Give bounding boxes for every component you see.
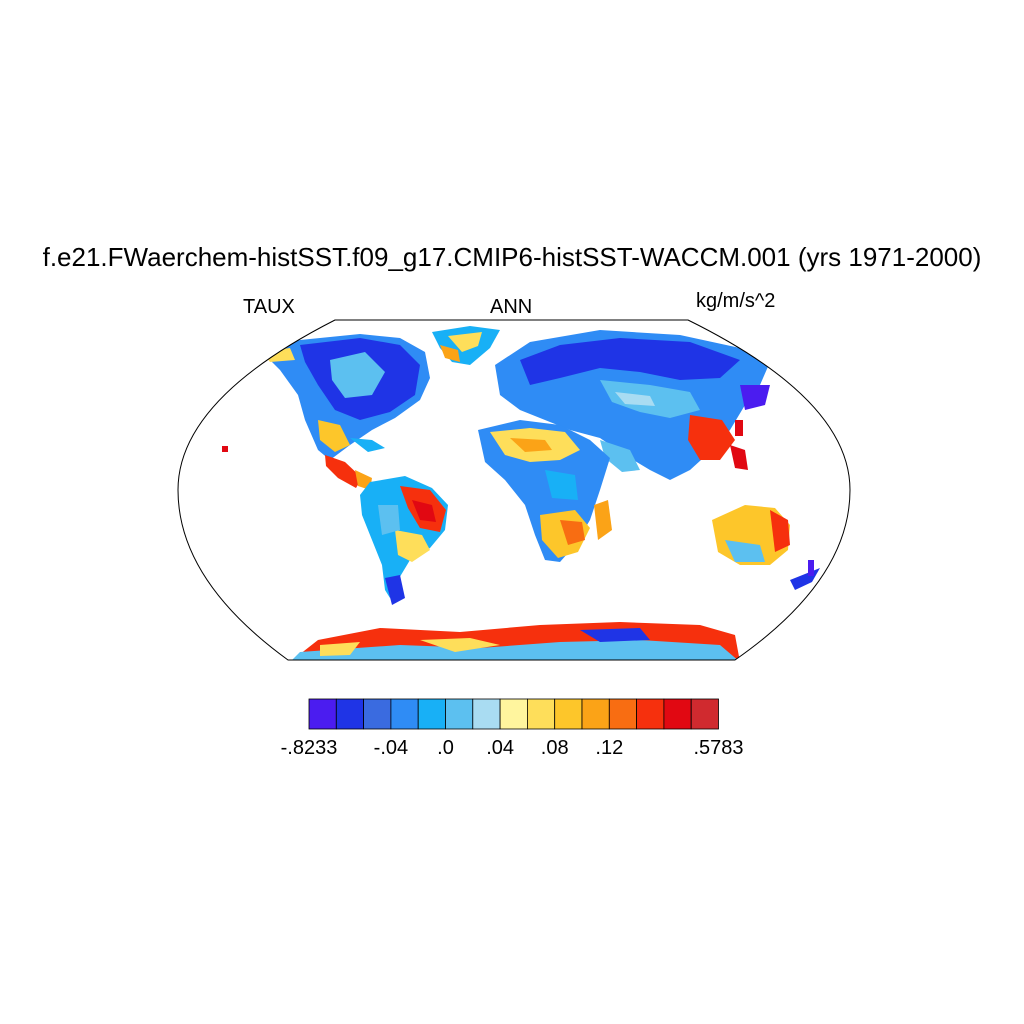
colorbar-box <box>663 698 692 730</box>
australia-landmass <box>712 505 820 590</box>
north-america-landmass <box>262 334 430 490</box>
colorbar-box <box>636 698 665 730</box>
left-string: TAUX <box>243 296 295 318</box>
colorbar-tick-label: .12 <box>595 737 624 759</box>
colorbar-box <box>417 698 446 730</box>
colorbar-tick-label: .5783 <box>693 737 744 759</box>
colorbar-tick-label: .0 <box>437 737 454 759</box>
colorbar-box <box>445 698 474 730</box>
colorbar <box>308 698 719 730</box>
colorbar-box <box>390 698 419 730</box>
colorbar-box <box>581 698 610 730</box>
colorbar-box <box>499 698 528 730</box>
units-label: kg/m/s^2 <box>696 290 776 312</box>
colorbar-tick-label: .08 <box>540 737 569 759</box>
colorbar-tick-label: -.8233 <box>280 737 338 759</box>
colorbar-box <box>527 698 556 730</box>
colorbar-box <box>308 698 337 730</box>
hawaii-island <box>222 446 228 452</box>
eurasia-landmass <box>495 330 770 480</box>
colorbar-tick-label: .04 <box>486 737 514 759</box>
greenland-landmass <box>432 326 500 365</box>
center-string: ANN <box>490 296 533 318</box>
colorbar-box <box>608 698 637 730</box>
colorbar-tick-label: -.04 <box>373 737 409 759</box>
plot-title: f.e21.FWaerchem-histSST.f09_g17.CMIP6-hi… <box>42 242 982 272</box>
africa-landmass <box>478 420 612 562</box>
japan-islands <box>735 420 743 436</box>
colorbar-box <box>335 698 364 730</box>
map-panel <box>178 320 850 660</box>
antarctica-landmass <box>290 622 740 660</box>
colorbar-box <box>363 698 392 730</box>
colorbar-box <box>554 698 583 730</box>
colorbar-box <box>472 698 501 730</box>
colorbar-box <box>690 698 719 730</box>
map-border <box>177 319 851 661</box>
south-america-landmass <box>360 476 448 605</box>
new-zealand-island <box>808 560 814 576</box>
